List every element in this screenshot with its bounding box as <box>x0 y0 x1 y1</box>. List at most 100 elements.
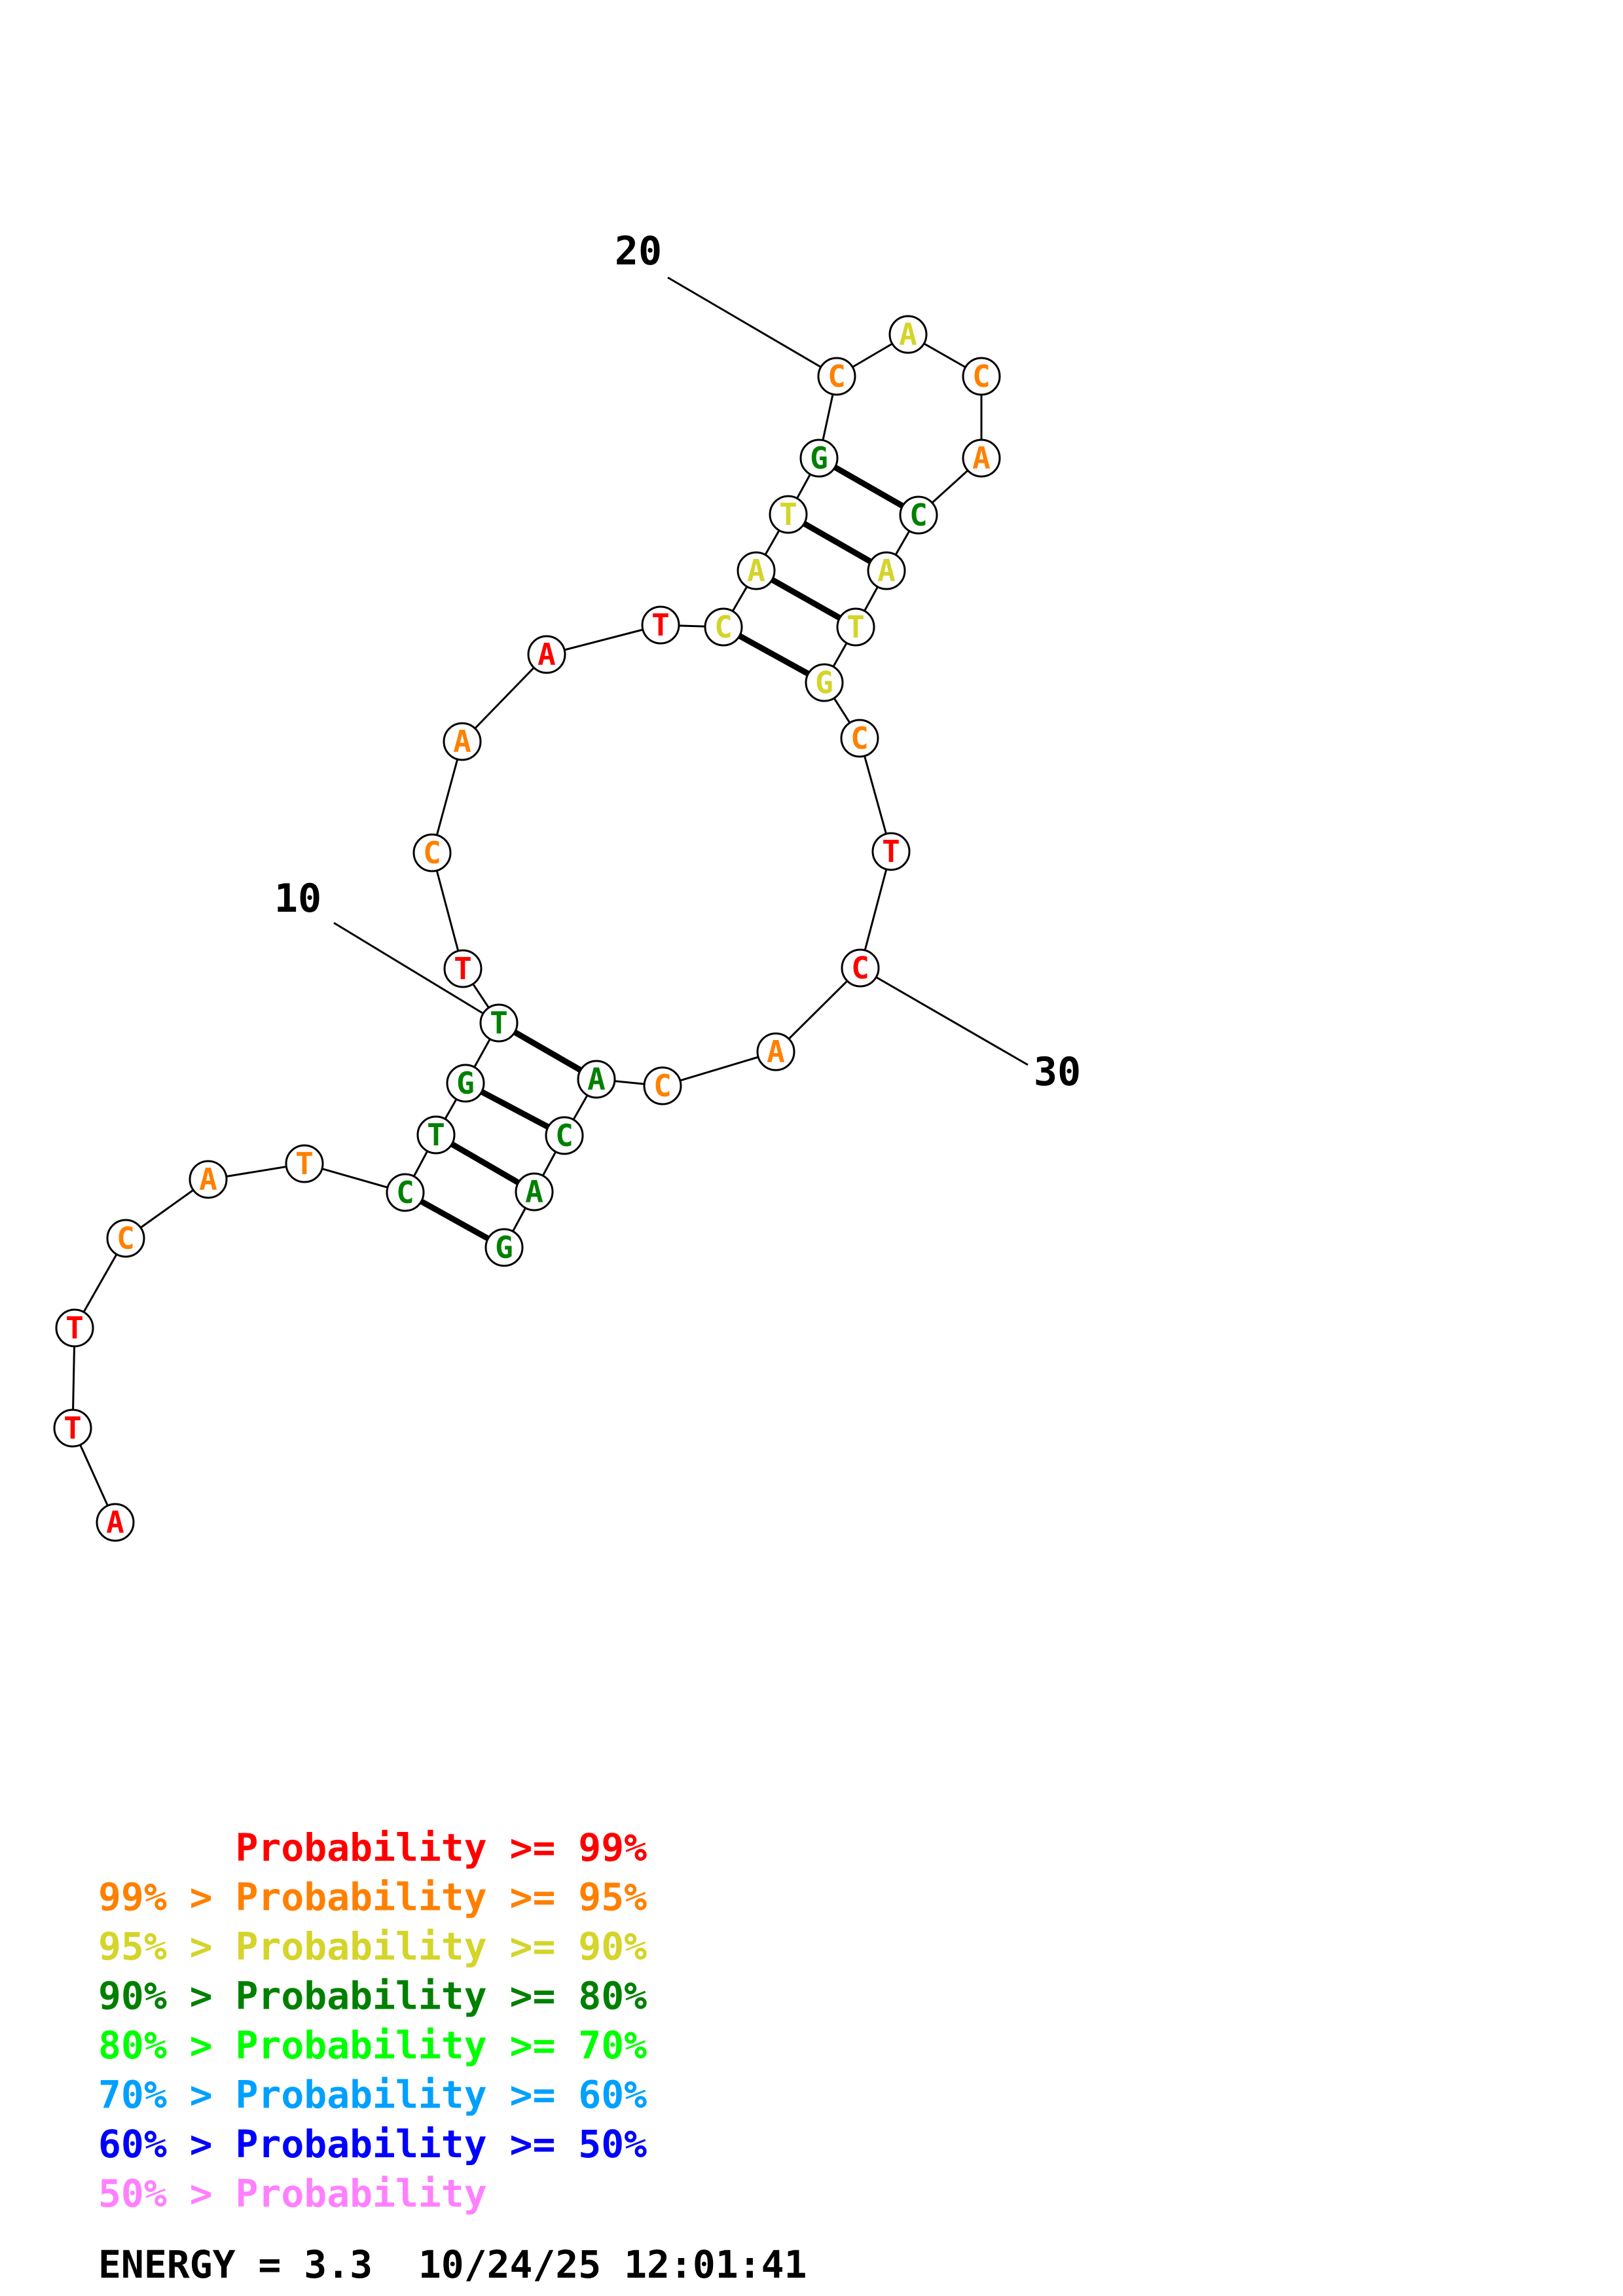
nucleotide-letter: T <box>64 1410 82 1446</box>
nucleotide-12: C <box>412 833 452 872</box>
backbone-link <box>858 738 892 852</box>
nucleotide-circle <box>641 605 680 645</box>
nucleotide-circle <box>888 315 928 354</box>
nucleotide-10: T <box>479 1003 519 1043</box>
nucleotide-circle <box>527 635 566 674</box>
nucleotide-circle <box>962 439 1001 478</box>
nucleotide-circle <box>106 1219 145 1258</box>
nucleotide-5: A <box>189 1160 228 1199</box>
nucleotide-circle <box>899 495 938 535</box>
nucleotide-9: G <box>446 1064 485 1103</box>
nucleotide-letter: C <box>972 359 991 394</box>
legend-entry-p60: 70% > Probability >= 60% <box>98 2073 647 2117</box>
nucleotide-33: A <box>577 1060 616 1099</box>
nucleotide-circle <box>484 1228 524 1267</box>
nucleotide-24: C <box>899 495 938 535</box>
nucleotide-letter: C <box>423 835 441 870</box>
nucleotide-7: C <box>386 1173 425 1212</box>
nucleotide-letter: C <box>555 1118 574 1153</box>
nucleotide-circle <box>577 1060 616 1099</box>
index-label-leader <box>333 922 500 1024</box>
nucleotide-15: T <box>641 605 680 645</box>
nucleotide-circle <box>704 607 743 647</box>
probability-legend: Probability >= 99% 99% > Probability >= 9… <box>98 1825 647 2216</box>
nucleotide-letter: G <box>810 440 828 476</box>
nucleotide-26: T <box>836 607 875 647</box>
index-label-10: 10 <box>274 876 321 922</box>
nucleotide-2: T <box>53 1408 92 1448</box>
nucleotide-3: T <box>55 1308 94 1348</box>
nucleotide-28: C <box>840 719 879 758</box>
nucleotide-20: C <box>817 357 856 396</box>
nucleotide-letter: A <box>587 1062 606 1097</box>
nucleotide-letter: C <box>117 1221 135 1256</box>
nucleotide-letter: C <box>851 950 869 986</box>
nucleotide-letter: G <box>495 1230 513 1265</box>
nucleotide-circle <box>416 1115 456 1155</box>
nucleotide-circle <box>756 1032 795 1071</box>
nucleotide-letter: A <box>972 440 991 476</box>
nucleotide-circle <box>285 1144 324 1183</box>
nucleotide-6: T <box>285 1144 324 1183</box>
nucleotide-8: T <box>416 1115 456 1155</box>
nucleotide-letter: T <box>847 609 865 645</box>
nucleotide-letter: T <box>65 1310 84 1346</box>
nucleotide-17: A <box>737 551 776 590</box>
legend-entry-p95: 99% > Probability >= 95% <box>98 1875 647 1920</box>
nucleotide-22: C <box>962 357 1001 396</box>
nucleotide-letter: G <box>815 665 833 700</box>
nucleotide-25: A <box>867 551 906 590</box>
legend-entry-p90: 95% > Probability >= 90% <box>98 1924 647 1969</box>
nucleotide-29: T <box>871 832 911 871</box>
nucleotide-letter: T <box>295 1146 314 1181</box>
nucleotide-circle <box>443 722 482 761</box>
index-label-30: 30 <box>1034 1049 1081 1095</box>
nucleotide-letter: C <box>714 609 733 645</box>
nucleotide-letter: A <box>877 553 896 588</box>
nucleotide-letter: C <box>828 359 846 394</box>
nucleotide-circle <box>841 948 880 988</box>
nucleotide-letter: A <box>899 317 917 352</box>
nucleotide-14: A <box>527 635 566 674</box>
nucleotide-circle <box>515 1172 554 1211</box>
nucleotide-13: A <box>443 722 482 761</box>
nucleotide-circle <box>737 551 776 590</box>
nucleotide-circle <box>769 495 808 534</box>
nucleotide-1: A <box>96 1503 135 1542</box>
nucleotide-23: A <box>962 439 1001 478</box>
nucleotide-circle <box>53 1408 92 1448</box>
nucleotide-letter: C <box>653 1068 672 1103</box>
backbone-link <box>662 1050 776 1087</box>
nucleotide-32: C <box>643 1066 682 1105</box>
nucleotide-letter: A <box>747 553 765 588</box>
nucleotide-letter: T <box>779 497 797 532</box>
nucleotide-27: G <box>805 663 844 702</box>
nucleotide-letter: A <box>767 1034 785 1069</box>
nucleotide-letter: A <box>525 1174 543 1210</box>
index-label-20: 20 <box>615 228 662 274</box>
backbone-link <box>546 624 661 656</box>
nucleotide-30: C <box>841 948 880 988</box>
legend-entry-p99: Probability >= 99% <box>98 1825 647 1870</box>
legend-entry-p50: 60% > Probability >= 50% <box>98 2122 647 2166</box>
nucleotide-16: C <box>704 607 743 647</box>
nucleotide-21: A <box>888 315 928 354</box>
nucleotide-letter: C <box>850 721 869 756</box>
nucleotide-18: T <box>769 495 808 534</box>
nucleotide-circle <box>805 663 844 702</box>
nucleotide-letter: T <box>882 834 900 869</box>
nucleotide-circle <box>443 949 483 988</box>
index-labels: 10 20 30 <box>274 228 1081 1095</box>
nucleotide-letter: T <box>454 951 472 986</box>
nucleotide-letter: A <box>199 1162 217 1197</box>
nucleotide-letter: G <box>456 1066 475 1101</box>
nucleotide-circle <box>799 439 839 478</box>
nucleotide-letter: T <box>651 607 670 643</box>
nucleotide-circle <box>545 1116 584 1155</box>
nucleotide-circle <box>446 1064 485 1103</box>
nucleotide-4: C <box>106 1219 145 1258</box>
backbone <box>71 333 983 1523</box>
nucleotide-11: T <box>443 949 483 988</box>
